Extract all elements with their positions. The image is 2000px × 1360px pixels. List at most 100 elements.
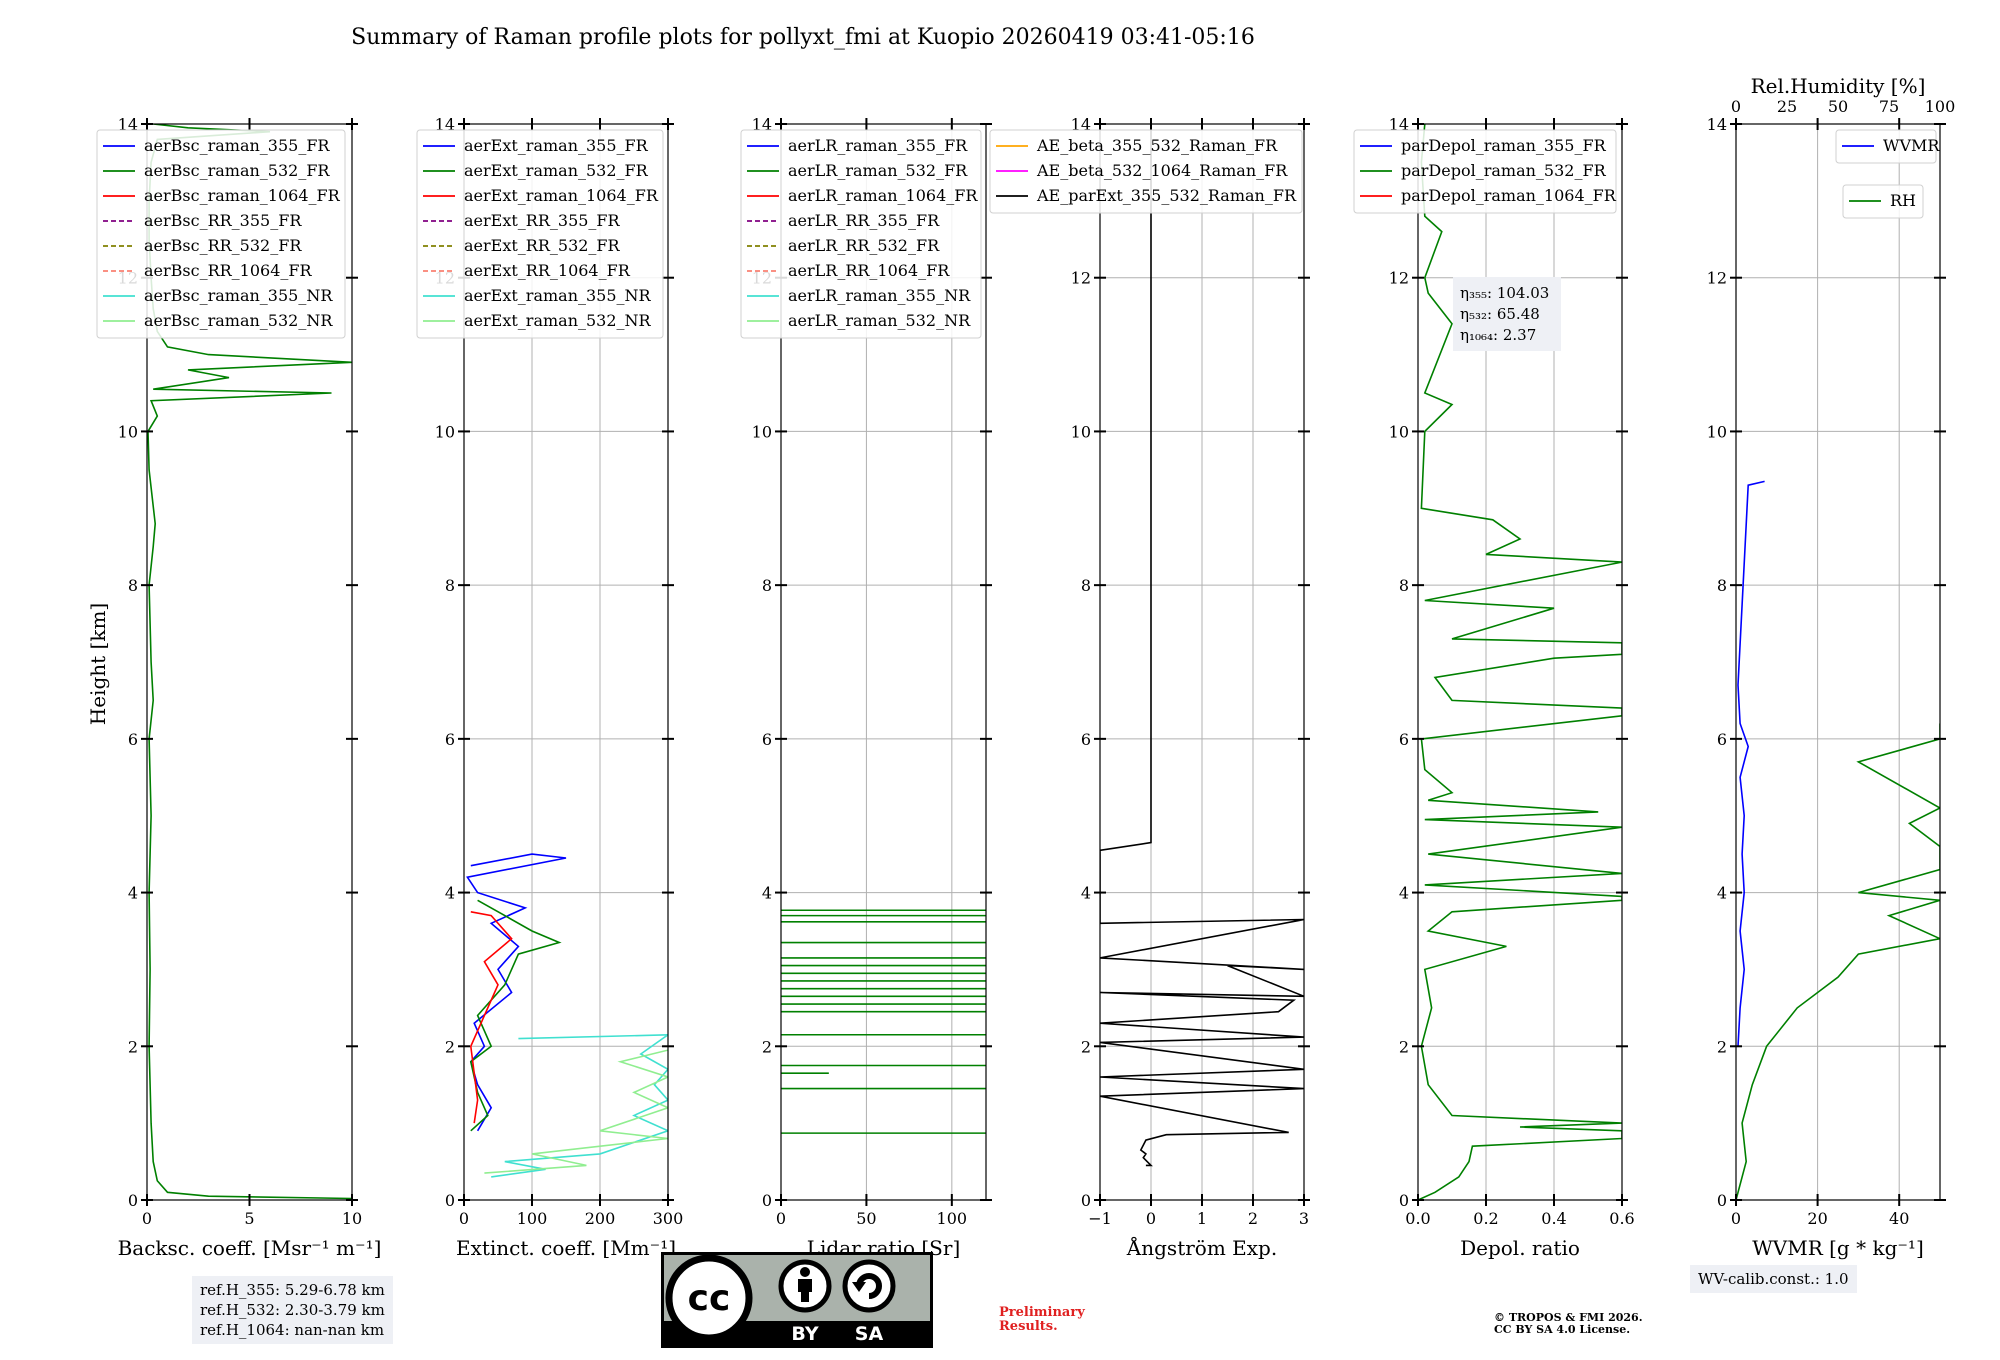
legend: AE_beta_355_532_Raman_FR AE_beta_532_1064… [989,129,1303,214]
x-axis-label: WVMR [g * kg⁻¹] [1752,1236,1924,1260]
y-tick-label: 4 [762,884,772,903]
panel-lr: 02468101214050100Lidar ratio [Sr]aerLR_r… [740,115,992,1260]
legend-entry: parDepol_raman_355_FR [1401,136,1607,155]
legend-entry: aerBsc_RR_355_FR [144,211,302,230]
y-tick-label: 8 [762,576,772,595]
legend-frame [96,129,346,339]
x-tick-label: 3 [1299,1209,1309,1228]
x-tick-label: 100 [937,1209,968,1228]
legend-entry: aerBsc_raman_1064_FR [144,186,341,205]
y-tick-label: 10 [1071,422,1091,441]
legend: aerBsc_raman_355_FR aerBsc_raman_532_FRae… [96,129,346,339]
y-tick-label: 2 [445,1037,455,1056]
x-tick-label: 10 [342,1209,362,1228]
series-line-WVMR [1737,480,1765,1047]
y-tick-label: 12 [1707,269,1727,288]
legend-entry: AE_beta_355_532_Raman_FR [1036,136,1278,155]
legend-frame [416,129,664,339]
legend-entry: parDepol_raman_532_FR [1401,161,1607,180]
series-line-aerExt_raman_1064_FR [469,911,513,1124]
series-line-aerExt_raman_532_NR [484,1049,668,1174]
y-tick-label: 14 [1707,115,1727,134]
legend-entry: aerExt_RR_532_FR [464,236,621,255]
series-group [1418,124,1622,1200]
legend-entry: aerExt_raman_355_FR [464,136,649,155]
legend-entry: aerLR_raman_355_FR [788,136,968,155]
legend-entry: WVMR [1883,136,1940,155]
legend-entry: aerLR_RR_532_FR [788,236,940,255]
y-tick-label: 10 [1707,422,1727,441]
y-tick-label: 6 [1399,730,1409,749]
legend-entry: aerBsc_raman_532_FR [144,161,330,180]
legend-entry: aerExt_raman_355_NR [464,286,652,305]
legend-entry: AE_beta_532_1064_Raman_FR [1036,161,1288,180]
y-tick-label: 4 [1717,884,1727,903]
eta-value: η₁₀₆₄: 2.37 [1460,326,1536,344]
y-tick-label: 0 [762,1191,772,1210]
y-axis-label: Height [km] [86,603,110,725]
x-tick-label: 2 [1248,1209,1258,1228]
legend: WVMR [1835,129,1940,164]
top-tick-label: 50 [1828,97,1848,116]
y-tick-label: 6 [128,730,138,749]
top-tick-label: 25 [1777,97,1797,116]
reference-height-box: ref.H_355: 5.29-6.78 km ref.H_532: 2.30-… [192,1276,393,1344]
x-tick-label: 0 [1731,1209,1741,1228]
y-tick-label: 4 [128,884,138,903]
legend-entry: aerLR_raman_355_NR [788,286,971,305]
y-tick-label: 2 [1081,1037,1091,1056]
legend-frame [1353,129,1617,214]
legend-entry: aerLR_raman_1064_FR [788,186,978,205]
legend-entry: aerLR_raman_532_NR [788,311,971,330]
legend-entry: aerBsc_RR_1064_FR [144,261,313,280]
ref-height-532: ref.H_532: 2.30-3.79 km [200,1301,385,1319]
panel-ext: 024681012140100200300Extinct. coeff. [Mm… [416,115,684,1260]
x-tick-label: 0.6 [1609,1209,1634,1228]
y-tick-label: 4 [1399,884,1409,903]
annotation-box [1453,277,1561,351]
legend-frame [989,129,1303,214]
legend-entry: aerLR_RR_1064_FR [788,261,950,280]
top-tick-label: 0 [1731,97,1741,116]
x-tick-label: 0 [776,1209,786,1228]
top-tick-label: 75 [1879,97,1899,116]
x-axis-label: Backsc. coeff. [Msr⁻¹ m⁻¹] [118,1236,382,1260]
y-tick-label: 4 [1081,884,1091,903]
y-tick-label: 12 [1389,269,1409,288]
y-tick-label: 10 [752,422,772,441]
copyright-note: © TROPOS & FMI 2026. CC BY SA 4.0 Licens… [1494,1311,1643,1336]
y-tick-label: 10 [118,422,138,441]
y-tick-label: 14 [1071,115,1091,134]
x-tick-label: 0.0 [1405,1209,1430,1228]
x-tick-label: 50 [856,1209,876,1228]
eta-value: η₅₃₂: 65.48 [1460,305,1540,323]
top-tick-label: 100 [1925,97,1956,116]
legend-entry: aerExt_RR_355_FR [464,211,621,230]
top-axis-label: Rel.Humidity [%] [1751,74,1926,98]
x-tick-label: −1 [1088,1209,1112,1228]
x-tick-label: 0.2 [1473,1209,1498,1228]
y-tick-label: 2 [1717,1037,1727,1056]
y-tick-label: 4 [445,884,455,903]
x-tick-label: 5 [244,1209,254,1228]
legend-entry: RH [1890,191,1916,210]
x-tick-label: 0 [459,1209,469,1228]
cc-logo-icon [665,1254,753,1342]
series-group [1736,480,1940,1200]
legend-entry: aerLR_RR_355_FR [788,211,940,230]
preliminary-note: Preliminary Results. [999,1305,1085,1334]
y-tick-label: 8 [1717,576,1727,595]
legend-frame [1835,129,1937,164]
x-tick-label: 0 [142,1209,152,1228]
x-tick-label: 100 [517,1209,548,1228]
x-tick-label: 300 [653,1209,684,1228]
y-tick-label: 10 [1389,422,1409,441]
y-tick-label: 14 [1389,115,1409,134]
y-tick-label: 2 [762,1037,772,1056]
y-tick-label: 14 [752,115,772,134]
legend: parDepol_raman_355_FR parDepol_raman_532_… [1353,129,1617,214]
series-group [466,853,668,1178]
